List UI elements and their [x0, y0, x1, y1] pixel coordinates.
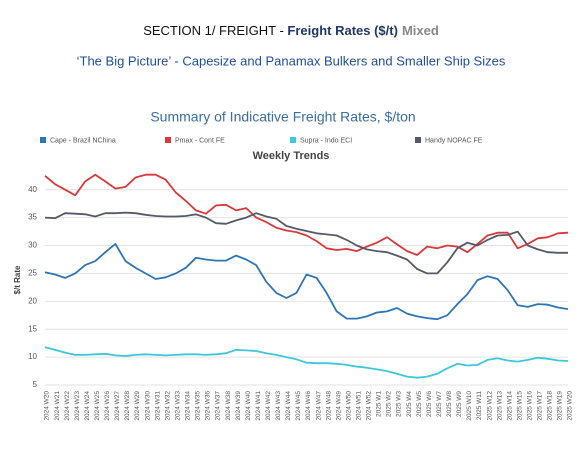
x-tick-label: 2024 W51 [356, 391, 363, 421]
header-subtitle: ‘The Big Picture’ - Capesize and Panamax… [77, 53, 506, 68]
x-tick-label: 2025 W19 [557, 391, 564, 421]
x-tick-label: 2025 W17 [537, 391, 544, 421]
legend-label: Pmax - Cont FE [175, 137, 225, 144]
x-tick-label: 2024 W41 [255, 391, 262, 421]
legend-swatch [165, 137, 171, 143]
x-tick-label: 2024 W33 [174, 391, 181, 421]
x-tick-label: 2024 W46 [305, 391, 312, 421]
legend-swatch [290, 137, 296, 143]
x-tick-label: 2025 W7 [436, 391, 443, 417]
legend-label: Supra - Indo ECI [300, 137, 352, 144]
y-tick-label: 10 [28, 352, 37, 361]
x-tick-label: 2024 W40 [245, 391, 252, 421]
x-tick-label: 2024 W26 [104, 391, 111, 421]
y-tick-label: 5 [33, 380, 38, 389]
x-tick-label: 2024 W43 [275, 391, 282, 421]
x-tick-label: 2024 W47 [315, 391, 322, 421]
x-tick-label: 2025 W2 [386, 391, 393, 417]
x-tick-label: 2025 W12 [486, 391, 493, 421]
x-tick-label: 2024 W48 [325, 391, 332, 421]
topic: Freight Rates ($/t) [287, 23, 398, 38]
x-tick-label: 2024 W24 [84, 391, 91, 421]
x-tick-label: 2024 W27 [114, 391, 121, 421]
x-tick-label: 2024 W39 [235, 391, 242, 421]
x-tick-label: 2024 W29 [134, 391, 141, 421]
y-tick-label: 25 [28, 269, 37, 278]
x-tick-label: 2024 W25 [94, 391, 101, 421]
x-tick-label: 2024 W45 [295, 391, 302, 421]
series-line [44, 211, 568, 275]
x-tick-label: 2025 W4 [406, 391, 413, 417]
x-tick-label: 2025 W3 [396, 391, 403, 417]
x-tick-label: 2024 W23 [74, 391, 81, 421]
x-tick-label: 2024 W30 [144, 391, 151, 421]
x-tick-label: 2024 W44 [285, 391, 292, 421]
x-tick-label: 2025 W15 [516, 391, 523, 421]
x-tick-label: 2024 W36 [205, 391, 212, 421]
legend-label: Cape - Brazil NChina [50, 137, 116, 144]
x-tick-label: 2024 W50 [345, 391, 352, 421]
legend-label: Handy NOPAC FE [425, 137, 483, 144]
x-tick-label: 2025 W14 [506, 391, 513, 421]
x-tick-label: 2025 W1 [376, 391, 383, 417]
x-tick-label: 2024 W22 [64, 391, 71, 421]
status: Mixed [402, 23, 439, 38]
x-tick-label: 2024 W28 [124, 391, 131, 421]
x-tick-label: 2025 W16 [526, 391, 533, 421]
x-tick-label: 2025 W11 [476, 391, 483, 421]
legend-swatch [415, 137, 421, 143]
y-axis-label: $/t Rate [13, 265, 22, 294]
series-line [44, 346, 569, 379]
y-tick-label: 40 [28, 185, 37, 194]
legend-swatch [40, 137, 46, 143]
x-tick-label: 2024 W32 [164, 391, 171, 421]
x-tick-label: 2024 W35 [195, 391, 202, 421]
x-tick-label: 2025 W8 [446, 391, 453, 417]
x-tick-label: 2024 W52 [366, 391, 373, 421]
x-tick-label: 2024 W37 [215, 391, 222, 421]
series-line [44, 173, 569, 256]
section: SECTION 1/ FREIGHT - [143, 23, 287, 38]
y-tick-label: 15 [28, 324, 37, 333]
x-tick-label: 2025 W9 [456, 391, 463, 417]
y-tick-label: 30 [28, 241, 37, 250]
y-tick-label: 35 [28, 213, 37, 222]
x-tick-label: 2024 W31 [154, 391, 161, 421]
x-tick-label: 2024 W34 [185, 391, 192, 421]
series-line [44, 243, 569, 321]
y-tick-label: 20 [28, 296, 37, 305]
x-tick-label: 2025 W5 [416, 391, 423, 417]
chart-subtitle: Weekly Trends [253, 150, 330, 162]
chart-title: Summary of Indicative Freight Rates, $/t… [150, 109, 415, 125]
x-tick-label: 2025 W10 [466, 391, 473, 421]
x-tick-label: 2025 W18 [547, 391, 554, 421]
x-tick-label: 2025 W13 [496, 391, 503, 421]
x-tick-label: 2024 W21 [54, 391, 61, 421]
x-tick-label: 2025 W6 [426, 391, 433, 417]
header: SECTION 1/ FREIGHT - Freight Rates ($/t)… [143, 23, 439, 38]
x-tick-label: 2025 W20 [567, 391, 574, 421]
x-tick-label: 2024 W38 [225, 391, 232, 421]
x-tick-label: 2024 W49 [335, 391, 342, 421]
x-tick-label: 2024 W42 [265, 391, 272, 421]
x-tick-label: 2024 W20 [44, 391, 51, 421]
